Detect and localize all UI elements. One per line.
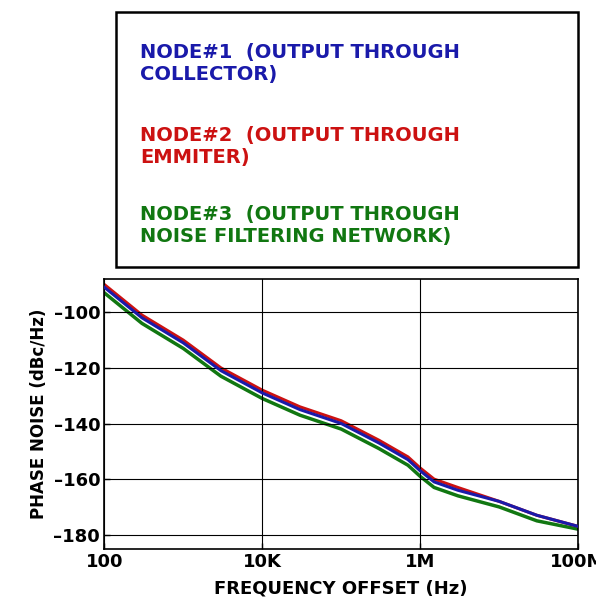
Text: NODE#3  (OUTPUT THROUGH
NOISE FILTERING NETWORK): NODE#3 (OUTPUT THROUGH NOISE FILTERING N… xyxy=(140,205,460,246)
Y-axis label: PHASE NOISE (dBc/Hz): PHASE NOISE (dBc/Hz) xyxy=(30,308,48,519)
Text: NODE#2  (OUTPUT THROUGH
EMMITER): NODE#2 (OUTPUT THROUGH EMMITER) xyxy=(140,126,460,167)
Text: NODE#1  (OUTPUT THROUGH
COLLECTOR): NODE#1 (OUTPUT THROUGH COLLECTOR) xyxy=(140,43,460,84)
X-axis label: FREQUENCY OFFSET (Hz): FREQUENCY OFFSET (Hz) xyxy=(215,579,468,597)
